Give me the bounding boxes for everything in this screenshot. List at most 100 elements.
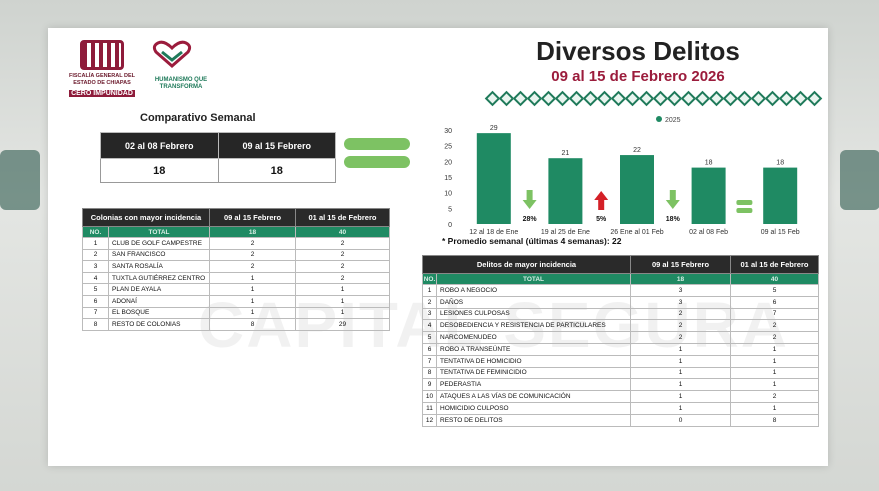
colonias-row-week: 2 [209, 237, 296, 250]
delitos-row-month: 2 [730, 390, 819, 403]
colonias-row-name: EL BOSQUE [108, 306, 210, 320]
comparativo-value-week2: 18 [217, 158, 336, 183]
delitos-row-month: 2 [730, 319, 819, 333]
delitos-row-week: 1 [630, 342, 731, 356]
delitos-row-week: 1 [630, 378, 731, 392]
delitos-row-week: 0 [630, 413, 731, 427]
colonias-row-name: CLUB DE GOLF CAMPESTRE [108, 237, 210, 250]
delitos-row-month: 5 [730, 284, 819, 297]
change-percent-label: 5% [596, 216, 607, 223]
comparativo-table: 02 al 08 Febrero 09 al 15 Febrero 18 18 [100, 132, 336, 183]
bar-value-label: 21 [562, 150, 570, 157]
comparativo-header-week2: 09 al 15 Febrero [217, 132, 336, 159]
cero-impunidad-text: CERO IMPUNIDAD [69, 90, 135, 97]
colonias-table: Colonias con mayor incidencia 09 al 15 F… [82, 208, 390, 331]
up-arrow-icon [594, 191, 609, 210]
bar [691, 167, 726, 224]
delitos-row: 8 TENTATIVA DE FEMINICIDIO 1 1 [422, 366, 819, 380]
decorative-diamond-border [484, 90, 826, 107]
colonias-row-month: 29 [295, 318, 390, 331]
delitos-row-no: 9 [422, 378, 437, 392]
delitos-row-week: 1 [630, 401, 731, 415]
page-title: Diversos Delitos [536, 36, 740, 66]
delitos-row-no: 5 [422, 331, 437, 344]
delitos-row-month: 6 [730, 295, 819, 309]
delitos-row-month: 1 [730, 354, 819, 368]
y-tick-label: 15 [444, 175, 452, 182]
delitos-total-month: 40 [730, 273, 819, 285]
colonias-row: 1 CLUB DE GOLF CAMPESTRE 2 2 [82, 237, 390, 250]
delitos-total-week: 18 [630, 273, 731, 285]
fiscalia-logo: FISCALÍA GENERAL DEL ESTADO DE CHIAPAS C… [62, 40, 142, 98]
delitos-row-no: 4 [422, 319, 437, 333]
bar-value-label: 22 [633, 147, 641, 154]
delitos-row-name: DESOBEDIENCIA Y RESISTENCIA DE PARTICULA… [436, 319, 631, 333]
colonias-row-month: 2 [295, 260, 390, 273]
colonias-row-name: ADONAÍ [108, 294, 210, 308]
colonias-row-week: 1 [209, 271, 296, 285]
delitos-row-name: HOMICIDIO CULPOSO [436, 401, 631, 415]
x-tick-label: 02 al 08 Feb [689, 229, 728, 236]
delitos-row-month: 1 [730, 378, 819, 392]
delitos-row: 5 NARCOMENUDEO 2 2 [422, 331, 819, 344]
delitos-row-week: 2 [630, 331, 731, 344]
colonias-row: 2 SAN FRANCISCO 2 2 [82, 248, 390, 262]
equal-sign-top-bar [344, 138, 410, 150]
colonias-total-month: 40 [295, 226, 390, 238]
bar-value-label: 18 [705, 160, 713, 167]
colonias-row-name: TUXTLA GUTIÉRREZ CENTRO [108, 271, 210, 285]
delitos-row-name: TENTATIVA DE HOMICIDIO [436, 354, 631, 368]
slide: CAPITAL SEGURA FISCALÍA GENERAL DEL ESTA… [48, 28, 828, 466]
equal-sign-bottom-bar [344, 156, 410, 168]
equal-sign-icon [736, 208, 753, 213]
diamond-ornament [806, 90, 823, 107]
delitos-row-no: 8 [422, 366, 437, 380]
delitos-row-no: 10 [422, 390, 437, 403]
colonias-row-month: 1 [295, 283, 390, 296]
delitos-header-month: 01 al 15 de Febrero [730, 255, 819, 274]
colonias-row-no: 3 [82, 260, 109, 273]
colonias-total-label: TOTAL [108, 226, 210, 238]
delitos-row-month: 8 [730, 413, 819, 427]
x-tick-label: 26 Ene al 01 Feb [610, 229, 663, 236]
delitos-row: 6 ROBO A TRANSEÚNTE 1 1 [422, 342, 819, 356]
delitos-row-week: 3 [630, 284, 731, 297]
delitos-row-week: 1 [630, 354, 731, 368]
delitos-row: 11 HOMICIDIO CULPOSO 1 1 [422, 401, 819, 415]
page-subtitle: 09 al 15 de Febrero 2026 [551, 68, 725, 85]
y-tick-label: 20 [444, 159, 452, 166]
background-shape [0, 150, 40, 210]
delitos-row: 2 DAÑOS 3 6 [422, 295, 819, 309]
colonias-row: 6 ADONAÍ 1 1 [82, 294, 390, 308]
colonias-header-name: Colonias con mayor incidencia [82, 208, 210, 227]
legend-swatch [656, 116, 662, 122]
colonias-row-no: 4 [82, 271, 109, 285]
delitos-row-no: 6 [422, 342, 437, 356]
legend-label: 2025 [665, 117, 681, 124]
equal-sign-icon [736, 200, 753, 205]
delitos-row-month: 1 [730, 401, 819, 415]
y-tick-label: 10 [444, 191, 452, 198]
bar [620, 155, 654, 224]
delitos-row-month: 2 [730, 331, 819, 344]
delitos-row-week: 3 [630, 295, 731, 309]
colonias-row-no: 7 [82, 306, 109, 320]
delitos-total-no: NO. [422, 273, 437, 285]
colonias-row-week: 1 [209, 294, 296, 308]
colonias-row-week: 8 [209, 318, 296, 331]
colonias-row: 7 EL BOSQUE 1 1 [82, 306, 390, 320]
down-arrow-icon [665, 190, 680, 209]
delitos-table: Delitos de mayor incidencia 09 al 15 Feb… [422, 255, 819, 427]
colonias-row-month: 2 [295, 271, 390, 285]
colonias-row: 8 RESTO DE COLONIAS 8 29 [82, 318, 390, 331]
delitos-row-name: PEDERASTIA [436, 378, 631, 392]
x-tick-label: 09 al 15 Feb [761, 229, 800, 236]
delitos-row-no: 7 [422, 354, 437, 368]
delitos-row-week: 1 [630, 366, 731, 380]
delitos-row-month: 1 [730, 366, 819, 380]
delitos-row-name: LESIONES CULPOSAS [436, 307, 631, 321]
change-percent-label: 18% [666, 216, 681, 223]
delitos-row: 9 PEDERASTIA 1 1 [422, 378, 819, 392]
delitos-header-week: 09 al 15 Febrero [630, 255, 731, 274]
delitos-header-name: Delitos de mayor incidencia [422, 255, 631, 274]
